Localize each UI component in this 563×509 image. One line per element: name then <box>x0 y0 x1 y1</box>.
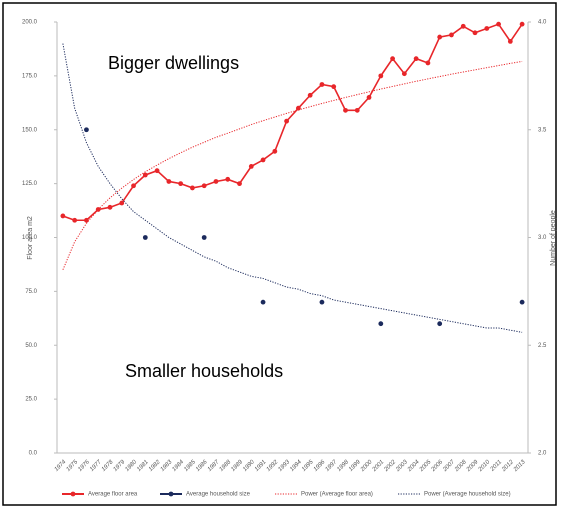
data-point <box>307 92 313 98</box>
y2-tick-label: 2.5 <box>538 343 547 349</box>
data-point <box>119 200 125 206</box>
y-tick-label: 100.0 <box>22 235 38 241</box>
data-point <box>331 84 337 90</box>
y-tick-label: 75.0 <box>25 289 37 295</box>
data-point <box>378 321 384 327</box>
y-tick-label: 150.0 <box>22 127 38 133</box>
data-point <box>142 172 148 178</box>
data-point <box>484 26 490 31</box>
data-point <box>354 107 360 113</box>
data-point <box>201 235 207 240</box>
data-point <box>154 168 160 174</box>
data-point <box>248 163 254 169</box>
annotation: Bigger dwellings <box>108 53 239 73</box>
data-point <box>378 73 384 79</box>
y-tick-label: 125.0 <box>22 181 38 187</box>
data-point <box>425 60 431 66</box>
data-point <box>519 21 525 27</box>
data-point <box>107 204 113 210</box>
data-point <box>260 157 266 163</box>
data-point <box>449 32 454 38</box>
data-point <box>178 181 184 187</box>
y2-tick-label: 4.0 <box>538 20 547 26</box>
annotation: Smaller households <box>125 361 283 381</box>
series-line <box>62 43 523 333</box>
data-point <box>390 56 395 62</box>
data-point <box>84 127 89 133</box>
y-tick-label: 0.0 <box>29 451 38 457</box>
data-point <box>401 71 407 77</box>
data-point <box>319 82 325 87</box>
data-point <box>131 183 136 189</box>
y2-tick-label: 3.5 <box>538 127 547 133</box>
y-tick-label: 25.0 <box>25 397 37 403</box>
series-line <box>62 60 523 271</box>
data-point <box>437 321 443 327</box>
data-point <box>201 183 207 189</box>
y-tick-label: 175.0 <box>22 73 38 79</box>
y-tick-label: 50.0 <box>25 343 37 349</box>
data-point <box>166 179 172 184</box>
data-point <box>295 105 301 111</box>
legend-marker <box>70 491 76 497</box>
y-axis-label: Floor area m2 <box>27 216 34 260</box>
data-point <box>72 217 78 223</box>
y2-tick-label: 3.0 <box>538 235 547 241</box>
data-point <box>366 95 372 100</box>
data-point <box>237 181 242 187</box>
y-tick-label: 200.0 <box>22 20 38 26</box>
legend-label: Average floor area <box>88 492 138 498</box>
data-point <box>84 217 89 223</box>
legend-marker <box>168 491 174 497</box>
y2-tick-label: 2.0 <box>538 451 547 457</box>
data-point <box>472 30 478 36</box>
data-point <box>272 148 278 154</box>
data-point <box>413 56 419 62</box>
series-line <box>62 23 523 222</box>
legend-label: Power (Average household size) <box>424 492 511 498</box>
data-point <box>519 299 525 305</box>
data-point <box>319 299 325 305</box>
data-point <box>213 179 219 184</box>
data-point <box>496 21 501 27</box>
data-point <box>190 185 195 191</box>
frame <box>2 2 557 506</box>
legend-label: Average household size <box>186 492 251 498</box>
data-point <box>507 38 513 44</box>
data-point <box>60 213 66 219</box>
data-point <box>343 107 348 113</box>
data-point <box>284 118 290 124</box>
data-point <box>260 299 266 305</box>
data-point <box>437 34 443 40</box>
y2-axis-label: Number of people <box>550 210 557 266</box>
data-point <box>460 23 466 29</box>
legend-label: Power (Average floor area) <box>301 492 373 498</box>
data-point <box>142 235 148 240</box>
data-point <box>225 176 231 182</box>
